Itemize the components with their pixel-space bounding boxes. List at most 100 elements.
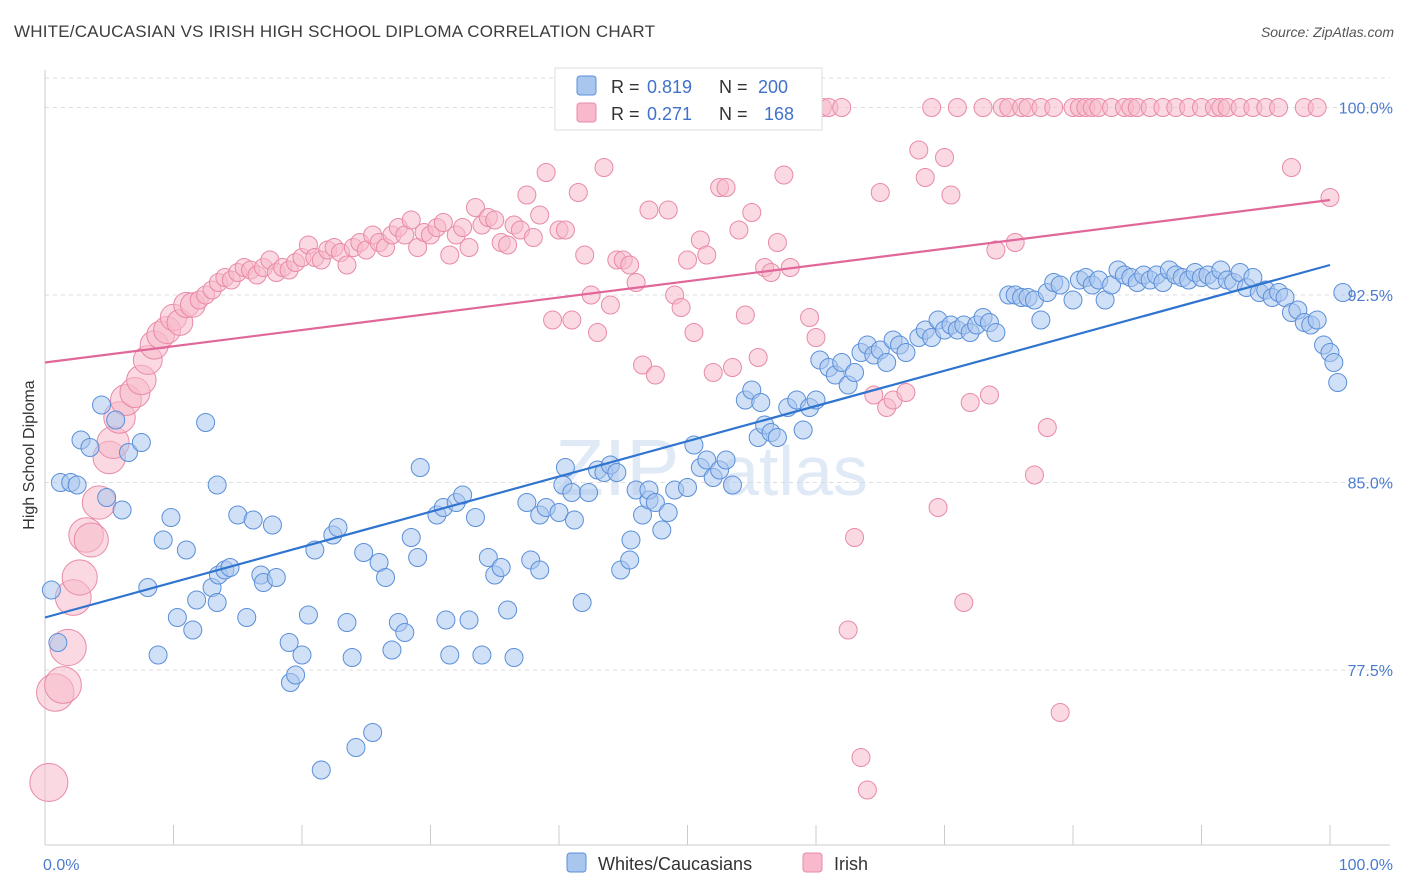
irish-point-109: [742, 203, 762, 222]
whites-point-9: [106, 410, 126, 430]
whites-point-94: [645, 493, 665, 512]
whites-point-66: [478, 548, 498, 567]
irish-point-7: [73, 522, 109, 558]
whites-point-14: [148, 645, 168, 665]
whites-point-76: [549, 503, 569, 522]
irish-point-143: [986, 240, 1006, 260]
trend-line-irish: [44, 198, 1331, 364]
legend-swatch-blue: [576, 75, 597, 96]
whites-point-46: [346, 738, 366, 757]
whites-point-101: [697, 450, 717, 470]
irish-point-126: [857, 780, 877, 800]
whites-point-55: [408, 548, 428, 567]
legend: R = 0.819 N = 200 R = 0.271 N = 168: [554, 67, 823, 131]
whites-point-88: [620, 550, 640, 570]
irish-point-114: [774, 165, 794, 185]
irish-point-96: [658, 200, 678, 220]
whites-point-63: [459, 610, 479, 630]
trend-line-whites: [44, 263, 1331, 619]
irish-point-175: [1281, 158, 1301, 177]
source-label: Source: ZipAtlas.com: [1260, 24, 1394, 40]
legend-swatch-pink: [576, 102, 597, 123]
whites-point-39: [298, 605, 318, 625]
irish-point-77: [536, 163, 556, 182]
whites-point-47: [354, 543, 374, 562]
irish-point-174: [1269, 98, 1289, 117]
whites-point-80: [564, 510, 584, 530]
whites-point-16: [161, 508, 181, 527]
whites-point-144: [986, 323, 1006, 342]
irish-point-149: [1024, 465, 1044, 485]
irish-point-76: [530, 205, 550, 225]
legend-r-label-1: R =: [611, 77, 640, 97]
irish-point-83: [575, 245, 595, 265]
whites-point-112: [767, 428, 787, 447]
irish-point-90: [620, 255, 640, 275]
legend-box: [554, 67, 823, 131]
whites-point-34: [266, 568, 286, 587]
irish-point-140: [960, 393, 980, 412]
whites-point-109: [751, 393, 771, 412]
irish-point-64: [453, 218, 473, 237]
whites-point-20: [187, 590, 207, 610]
irish-point-102: [697, 245, 717, 265]
whites-point-71: [517, 493, 537, 512]
whites-point-104: [716, 450, 736, 470]
whites-point-131: [896, 343, 916, 362]
legend-n-value-2: 168: [764, 104, 794, 124]
series-whites-caucasians: [41, 260, 1353, 780]
x-tick-labels: 0.0% 100.0%: [43, 857, 1393, 874]
irish-point-46: [337, 255, 357, 275]
whites-point-154: [1063, 290, 1083, 310]
irish-point-128: [870, 183, 890, 202]
whites-point-82: [579, 483, 599, 502]
whites-point-6: [80, 438, 100, 457]
whites-point-98: [678, 478, 697, 497]
whites-point-105: [722, 475, 742, 495]
whites-point-89: [621, 530, 641, 550]
bottom-legend-swatch-blue: [566, 852, 587, 873]
whites-point-153: [1050, 275, 1070, 295]
legend-r-label-2: R =: [611, 104, 640, 124]
whites-point-35: [279, 633, 299, 652]
whites-point-54: [401, 528, 421, 547]
whites-point-196: [1328, 373, 1348, 392]
irish-point-134: [922, 98, 942, 117]
whites-point-21: [196, 413, 216, 432]
irish-point-152: [1044, 98, 1064, 117]
axes: [44, 70, 1390, 846]
whites-point-195: [1324, 353, 1344, 372]
legend-n-value-1: 200: [758, 77, 788, 97]
irish-point-133: [915, 168, 935, 187]
irish-point-71: [498, 235, 518, 255]
irish-point-108: [735, 305, 755, 325]
whites-point-17: [167, 608, 187, 627]
whites-point-150: [1031, 310, 1051, 330]
whites-point-44: [337, 613, 357, 632]
whites-point-95: [652, 520, 672, 540]
whites-point-15: [153, 530, 173, 550]
whites-point-81: [572, 593, 592, 612]
irish-point-62: [440, 245, 460, 265]
legend-r-value-2: 0.271: [647, 104, 692, 124]
whites-point-7: [92, 395, 112, 415]
irish-point-5: [61, 559, 98, 596]
irish-point-80: [555, 220, 575, 240]
irish-point-86: [594, 158, 614, 177]
whites-point-53: [395, 623, 415, 642]
whites-point-50: [376, 568, 396, 587]
irish-point-75: [523, 228, 543, 247]
irish-point-78: [543, 310, 563, 330]
irish-point-2: [44, 666, 82, 704]
whites-point-121: [832, 353, 852, 372]
whites-point-128: [877, 353, 897, 372]
whites-point-56: [410, 458, 430, 477]
irish-point-122: [832, 98, 852, 117]
whites-point-37: [286, 665, 306, 685]
irish-point-153: [1050, 703, 1070, 722]
irish-point-100: [684, 323, 704, 342]
irish-point-151: [1037, 418, 1057, 437]
irish-point-0: [29, 762, 69, 803]
y-tick-label-0: 77.5%: [1348, 663, 1393, 680]
whites-point-51: [382, 640, 402, 660]
